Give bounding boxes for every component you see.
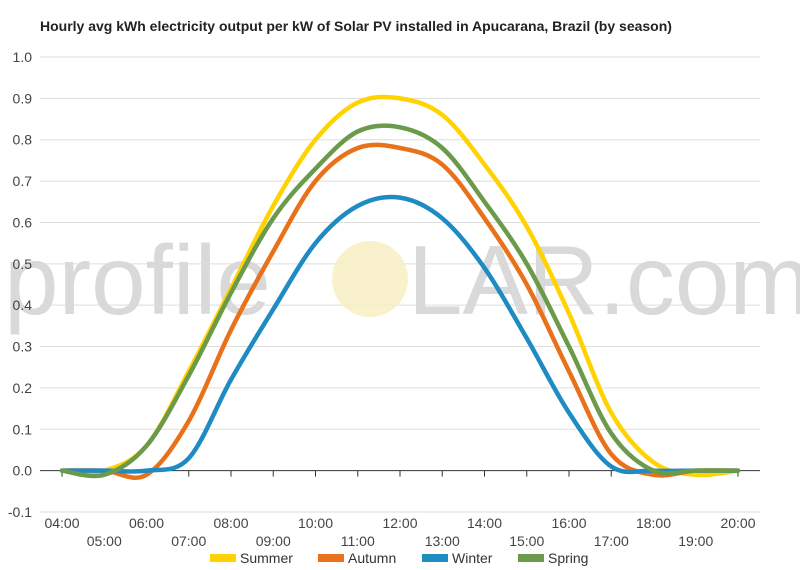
y-tick-label: 0.1	[13, 421, 33, 437]
y-tick-label: 0.5	[13, 256, 33, 272]
y-tick-label: 0.7	[13, 173, 33, 189]
y-tick-label: 0.6	[13, 214, 33, 230]
watermark-text-right: LAR.com	[408, 225, 800, 335]
legend-label-summer: Summer	[240, 550, 293, 566]
x-tick-label: 15:00	[509, 533, 544, 549]
y-tick-label: 0.2	[13, 380, 33, 396]
legend-swatch-summer	[210, 554, 236, 562]
series-line-spring	[59, 123, 741, 479]
y-tick-label: -0.1	[8, 504, 32, 520]
legend-label-autumn: Autumn	[348, 550, 396, 566]
watermark: profile LAR.com	[4, 225, 800, 335]
chart-title: Hourly avg kWh electricity output per kW…	[40, 18, 672, 34]
x-tick-label: 06:00	[129, 515, 164, 531]
x-tick-label: 08:00	[213, 515, 248, 531]
x-tick-label: 11:00	[341, 533, 375, 549]
watermark-text-left: profile	[4, 225, 271, 335]
legend-label-winter: Winter	[452, 550, 493, 566]
y-tick-label: 1.0	[13, 49, 33, 65]
y-tick-label: 0.4	[13, 297, 33, 313]
x-tick-label: 19:00	[678, 533, 713, 549]
legend-swatch-spring	[518, 554, 544, 562]
legend-label-spring: Spring	[548, 550, 588, 566]
legend: Summer Autumn Winter Spring	[210, 550, 588, 566]
x-tick-label: 05:00	[87, 533, 122, 549]
y-tick-label: 0.0	[13, 463, 33, 479]
x-tick-label: 16:00	[551, 515, 586, 531]
x-tick-label: 10:00	[298, 515, 333, 531]
x-tick-label: 17:00	[594, 533, 629, 549]
y-tick-label: 0.9	[13, 90, 33, 106]
x-tick-label: 04:00	[44, 515, 79, 531]
x-tick-label: 12:00	[382, 515, 417, 531]
x-tick-label: 20:00	[720, 515, 755, 531]
y-tick-label: 0.3	[13, 339, 33, 355]
x-tick-label: 18:00	[636, 515, 671, 531]
x-tick-label: 13:00	[425, 533, 460, 549]
y-tick-label: 0.8	[13, 132, 33, 148]
series-line-autumn	[59, 142, 741, 480]
x-axis: 04:00 05:00 06:00 07:00 08:00 09:00 10:00 11:00…	[44, 470, 756, 549]
x-tick-label: 07:00	[171, 533, 206, 549]
legend-swatch-autumn	[318, 554, 344, 562]
y-axis: 1.0 0.9 0.8 0.7 0.6 0.5 0.4 0.3 0.2 0.1 0.0 -0.1	[8, 49, 32, 520]
series-lines	[59, 94, 741, 480]
legend-swatch-winter	[422, 554, 448, 562]
watermark-sun-icon	[332, 241, 408, 317]
series-line-winter	[59, 194, 741, 475]
x-tick-label: 14:00	[467, 515, 502, 531]
x-tick-label: 09:00	[256, 533, 291, 549]
